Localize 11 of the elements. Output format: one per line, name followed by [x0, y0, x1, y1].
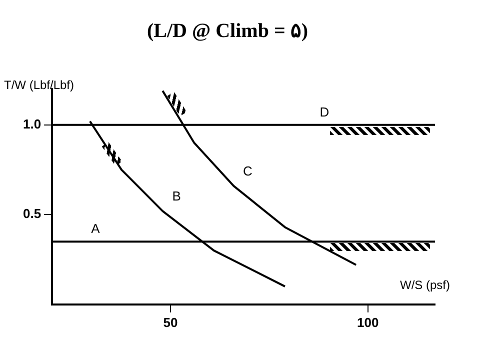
series-label: D — [320, 104, 330, 120]
series-label: B — [172, 188, 181, 204]
series-label: A — [91, 221, 100, 236]
chart-title: (L/D @ Climb = ۵) — [147, 20, 308, 42]
x-tick-label: 100 — [357, 314, 379, 330]
y-axis-title: T/W (Lbf/Lbf) — [4, 78, 74, 92]
x-axis-title: W/S (psf) — [400, 278, 450, 292]
series-label: C — [242, 164, 252, 179]
y-tick-label: 0.5 — [22, 206, 42, 222]
y-tick-label: 1.0 — [22, 116, 42, 132]
x-tick-label: 50 — [163, 314, 178, 330]
